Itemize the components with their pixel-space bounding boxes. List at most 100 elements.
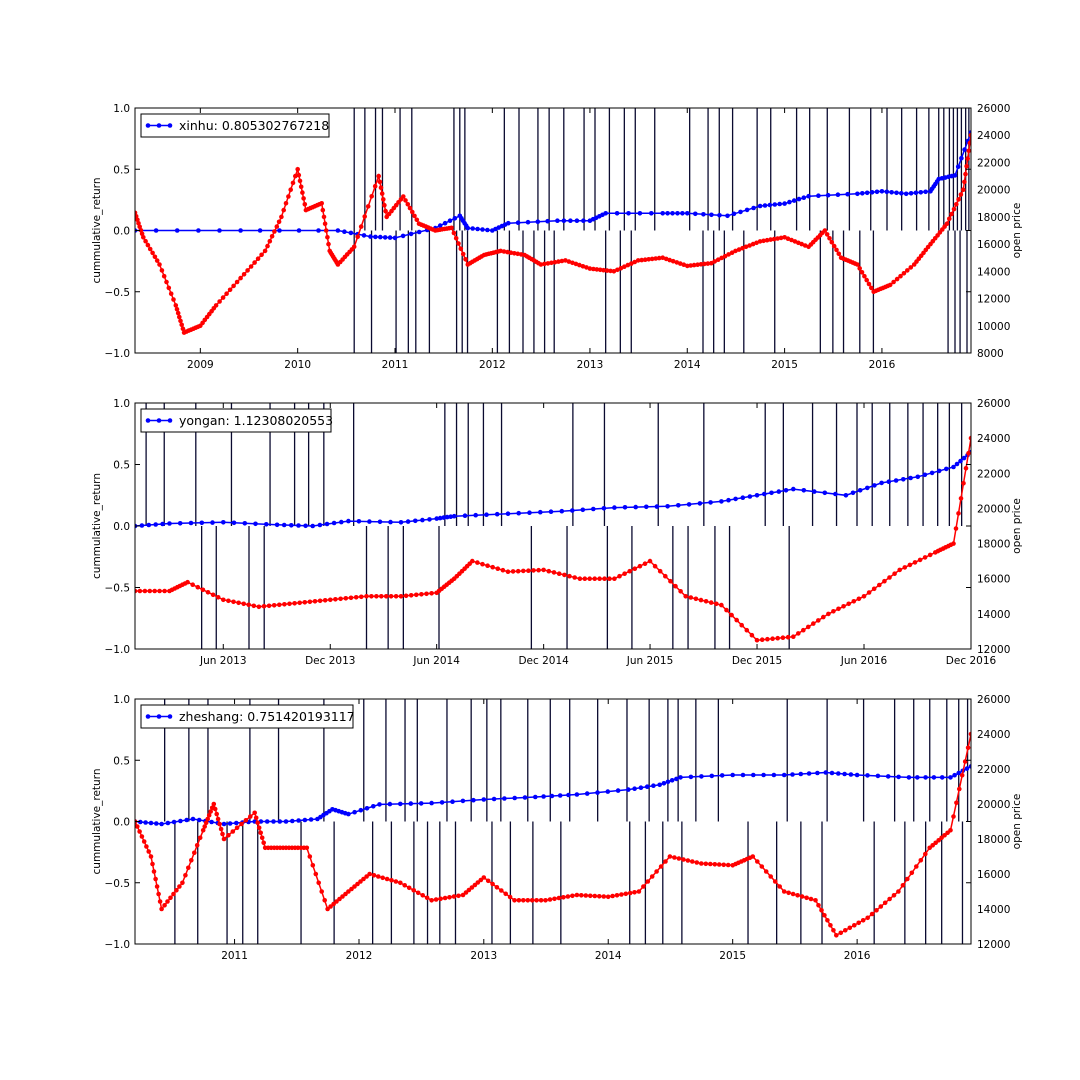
data-point <box>886 479 892 485</box>
data-point <box>135 588 138 594</box>
data-point <box>909 870 915 876</box>
data-point <box>398 594 404 599</box>
data-point <box>205 590 211 595</box>
data-point <box>949 211 954 217</box>
data-point <box>801 195 807 200</box>
data-point <box>865 915 870 921</box>
data-point <box>644 504 649 510</box>
data-point <box>577 576 583 581</box>
y-tick-label: 0.5 <box>113 460 130 472</box>
data-point <box>322 221 328 226</box>
data-point <box>197 835 203 841</box>
data-point <box>505 511 511 516</box>
data-point <box>393 594 399 599</box>
data-point <box>194 843 200 848</box>
data-point <box>825 192 831 198</box>
data-point <box>255 256 261 262</box>
data-point <box>559 508 565 514</box>
data-point <box>448 514 454 519</box>
data-point <box>905 876 910 882</box>
series-line-xinhu <box>135 132 971 239</box>
data-point <box>460 251 466 257</box>
data-point <box>220 831 225 837</box>
data-point <box>138 228 144 233</box>
data-point <box>899 191 904 196</box>
data-point <box>442 895 448 901</box>
data-point <box>902 565 908 570</box>
data-point <box>473 512 479 518</box>
data-point <box>731 211 737 217</box>
data-point <box>543 898 548 903</box>
data-point <box>642 257 648 263</box>
data-point <box>297 600 303 606</box>
data-point <box>778 235 784 241</box>
data-point <box>754 240 759 246</box>
data-point <box>675 211 680 216</box>
data-point <box>923 775 928 780</box>
data-point <box>159 821 164 827</box>
data-point <box>725 213 730 219</box>
data-point <box>785 634 791 640</box>
data-point <box>750 241 756 247</box>
data-point <box>923 851 928 857</box>
data-point <box>361 233 367 238</box>
data-point <box>451 894 457 899</box>
data-point <box>583 893 589 898</box>
data-point <box>654 504 660 509</box>
data-point <box>751 772 756 778</box>
data-point <box>622 571 627 576</box>
data-point <box>296 172 302 178</box>
data-point <box>663 859 668 864</box>
data-point <box>378 185 384 190</box>
data-point <box>322 898 328 903</box>
data-point <box>658 864 664 869</box>
data-point <box>501 249 507 254</box>
data-point <box>545 261 551 266</box>
y-tick-label: 1.0 <box>113 398 130 410</box>
data-point <box>387 235 393 240</box>
data-point <box>681 262 687 268</box>
data-point <box>729 612 734 618</box>
data-point <box>610 893 615 899</box>
data-point <box>283 819 289 824</box>
y-right-tick-label: 20000 <box>977 503 1010 515</box>
data-point <box>782 201 787 206</box>
y-right-tick-label: 18000 <box>977 834 1010 846</box>
data-point <box>221 836 227 842</box>
data-point <box>816 193 821 198</box>
data-point <box>761 238 766 244</box>
data-point <box>165 899 170 904</box>
data-point <box>562 572 567 578</box>
data-point <box>869 911 875 917</box>
data-point <box>427 517 432 522</box>
data-point <box>669 778 675 783</box>
data-point <box>502 796 507 801</box>
x-tick-label: 2015 <box>719 950 746 962</box>
data-point <box>141 235 146 240</box>
data-point <box>699 861 704 866</box>
data-point <box>142 588 148 594</box>
data-point <box>703 599 709 604</box>
data-point <box>369 194 375 199</box>
data-point <box>642 561 648 566</box>
data-point <box>632 890 637 895</box>
data-point <box>238 228 243 233</box>
data-point <box>597 267 603 273</box>
data-point <box>922 472 928 478</box>
data-point <box>701 212 706 217</box>
data-point <box>364 594 369 599</box>
data-point <box>342 229 347 234</box>
data-point <box>627 568 632 574</box>
data-point <box>521 568 526 574</box>
data-point <box>261 604 267 609</box>
x-tick-label: 2011 <box>221 950 248 962</box>
data-point <box>175 310 181 316</box>
data-point <box>641 884 646 889</box>
data-point <box>538 898 544 903</box>
data-point <box>637 563 643 569</box>
data-point <box>615 788 621 793</box>
data-point <box>548 509 554 514</box>
data-point <box>369 594 374 599</box>
data-point <box>787 199 792 205</box>
data-point <box>757 239 763 244</box>
